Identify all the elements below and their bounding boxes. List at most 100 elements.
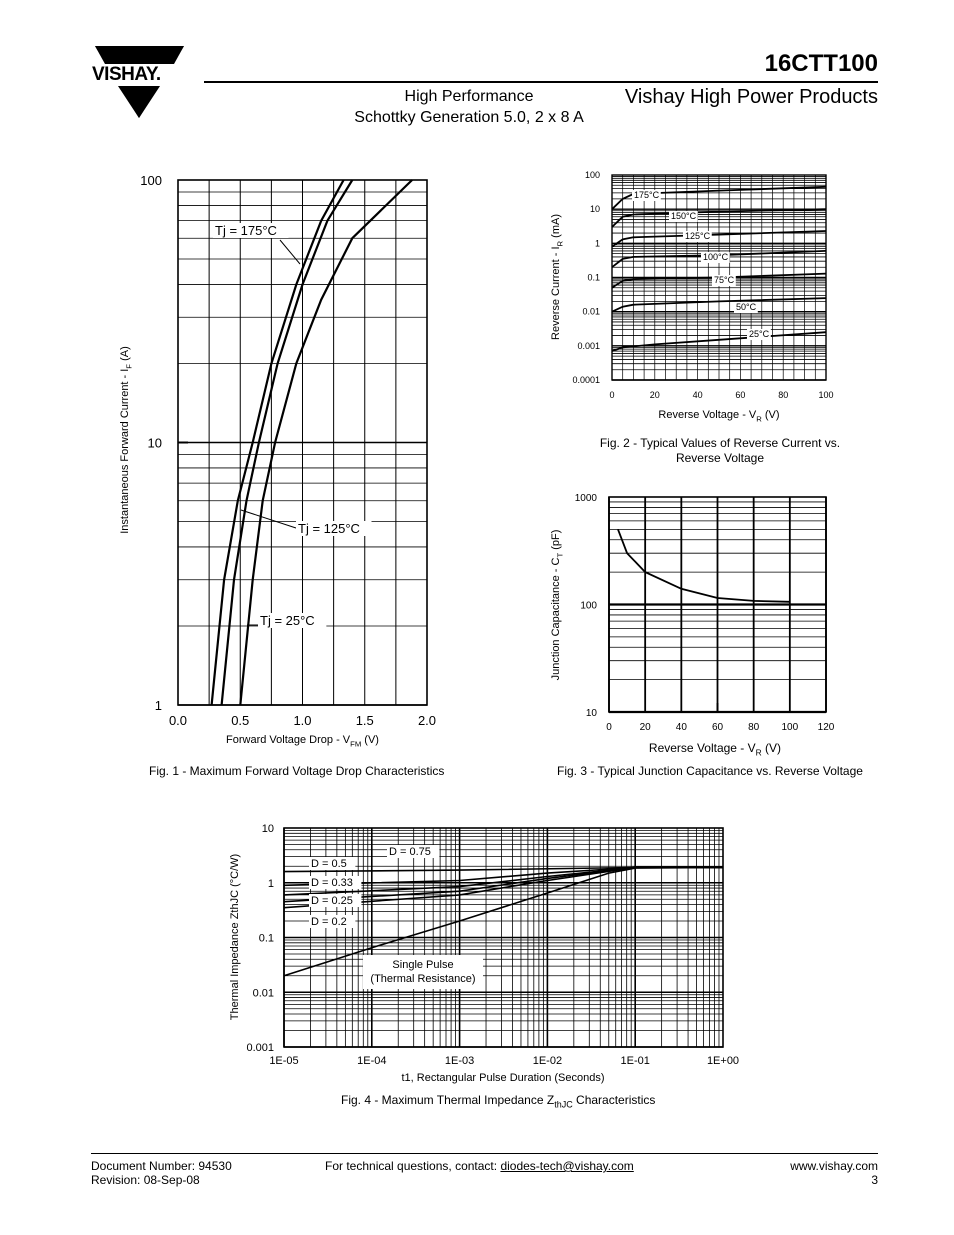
plot-frame bbox=[283, 827, 724, 1048]
series-line bbox=[611, 230, 827, 248]
label-d033-bg bbox=[309, 876, 362, 889]
y-tick-label: 10 bbox=[586, 708, 598, 719]
x-axis-label: Reverse Voltage - VR (V) bbox=[649, 741, 781, 758]
series-label: 75°C bbox=[714, 275, 735, 285]
single-pulse-label: Single Pulse bbox=[392, 959, 453, 971]
label-d075-bg bbox=[387, 845, 440, 858]
series-line bbox=[617, 529, 790, 603]
y-axis-label: Thermal Impedance ZthJC (°C/W) bbox=[229, 854, 241, 1020]
doc-number: Document Number: 94530 bbox=[91, 1159, 232, 1173]
x-tick-label: 100 bbox=[781, 722, 798, 733]
x-tick-label: 40 bbox=[693, 390, 703, 400]
leader-line bbox=[279, 239, 301, 265]
annotation-tj175-bg bbox=[213, 223, 289, 238]
fig1-chart: 0.0 0.5 1.0 1.5 2.0 1 10 100 Forward Voltage Dro… bbox=[119, 173, 436, 748]
contact-email-link[interactable]: diodes-tech@vishay.com bbox=[500, 1159, 634, 1173]
label-d02-bg bbox=[309, 915, 356, 928]
y-tick-label: 1 bbox=[268, 878, 274, 890]
annotation-tj175: Tj = 175°C bbox=[215, 223, 277, 238]
fig4-chart: 1E-05 1E-04 1E-03 1E-02 1E-01 1E+00 0.001 0.01 0… bbox=[229, 823, 739, 1084]
fig2-caption: Fig. 2 - Typical Values of Reverse Curre… bbox=[560, 436, 880, 466]
label-d025: D = 0.25 bbox=[311, 895, 353, 907]
series-label: 150°C bbox=[671, 211, 697, 221]
x-tick-label: 20 bbox=[650, 390, 660, 400]
series-label: 50°C bbox=[736, 302, 757, 312]
footer-contact: For technical questions, contact: diodes… bbox=[325, 1159, 634, 1173]
single-pulse-label-2: (Thermal Resistance) bbox=[370, 973, 475, 985]
x-tick-label: 0 bbox=[609, 390, 614, 400]
single-pulse-bg bbox=[363, 955, 483, 989]
fig2-caption-line1: Fig. 2 - Typical Values of Reverse Curre… bbox=[599, 436, 841, 450]
fig4-caption-main: Fig. 4 - Maximum Thermal Impedance Z bbox=[341, 1093, 555, 1107]
series-label: 175°C bbox=[634, 190, 660, 200]
x-axis-label: Reverse Voltage - VR (V) bbox=[658, 409, 779, 423]
series-line bbox=[239, 179, 413, 706]
series-line bbox=[220, 179, 354, 706]
label-d025-bg bbox=[309, 894, 362, 907]
x-tick-label: 80 bbox=[748, 722, 760, 733]
y-tick-label: 0.001 bbox=[246, 1042, 274, 1054]
brand-line: Vishay High Power Products bbox=[624, 86, 878, 108]
y-tick-label: 100 bbox=[140, 173, 162, 188]
series-label-bg bbox=[669, 211, 698, 222]
vishay-logo bbox=[92, 46, 188, 118]
x-tick-label: 1E-05 bbox=[269, 1055, 298, 1067]
series-label-bg bbox=[683, 231, 712, 242]
series-label-bg bbox=[701, 252, 730, 263]
leader-line bbox=[240, 509, 297, 529]
fig1-caption: Fig. 1 - Maximum Forward Voltage Drop Ch… bbox=[149, 764, 445, 778]
x-tick-label: 0.5 bbox=[231, 713, 249, 728]
y-tick-label: 0.01 bbox=[582, 307, 600, 317]
y-axis-label: Reverse Current - IR (mA) bbox=[550, 214, 564, 340]
x-tick-label: 1E-03 bbox=[445, 1055, 474, 1067]
revision: Revision: 08-Sep-08 bbox=[91, 1173, 200, 1187]
x-tick-label: 60 bbox=[735, 390, 745, 400]
series-line bbox=[611, 208, 827, 228]
y-tick-label: 1000 bbox=[575, 493, 598, 504]
x-tick-label: 0 bbox=[606, 722, 612, 733]
footer-left: Document Number: 94530 Revision: 08-Sep-… bbox=[91, 1159, 232, 1187]
fig4-caption: Fig. 4 - Maximum Thermal Impedance ZthJC… bbox=[341, 1093, 655, 1109]
fig3-caption: Fig. 3 - Typical Junction Capacitance vs… bbox=[557, 764, 863, 778]
y-tick-label: 1 bbox=[595, 238, 600, 248]
series-label: 100°C bbox=[703, 252, 729, 262]
series-line bbox=[611, 297, 827, 313]
y-axis-label: Instantaneous Forward Current - IF (A) bbox=[119, 346, 133, 534]
footer-rule bbox=[91, 1153, 878, 1154]
label-d075: D = 0.75 bbox=[389, 846, 431, 858]
label-d05: D = 0.5 bbox=[311, 858, 347, 870]
y-axis-label: Junction Capacitance - CT (pF) bbox=[550, 530, 564, 681]
series-line bbox=[210, 179, 345, 706]
contact-prefix: For technical questions, contact: bbox=[325, 1159, 501, 1173]
subtitle: High Performance Schottky Generation 5.0… bbox=[322, 86, 616, 128]
x-tick-label: 1E-04 bbox=[357, 1055, 386, 1067]
fig4-caption-end: Characteristics bbox=[572, 1093, 656, 1107]
subtitle-line1: High Performance bbox=[404, 88, 534, 105]
fig4-caption-sub: thJC bbox=[554, 1099, 573, 1110]
x-tick-label: 1E-01 bbox=[621, 1055, 650, 1067]
annotation-tj25: Tj = 25°C bbox=[260, 613, 315, 628]
series-line bbox=[611, 272, 827, 289]
label-d05-bg bbox=[309, 857, 356, 870]
page-number: 3 bbox=[871, 1173, 878, 1187]
fig2-caption-line2: Reverse Voltage bbox=[675, 451, 765, 465]
x-tick-label: 60 bbox=[712, 722, 724, 733]
y-tick-label: 1 bbox=[155, 698, 162, 713]
series-label: 25°C bbox=[749, 329, 770, 339]
x-tick-label: 1.5 bbox=[356, 713, 374, 728]
website-link[interactable]: www.vishay.com bbox=[790, 1159, 878, 1173]
x-tick-label: 100 bbox=[818, 390, 833, 400]
annotation-tj25-bg bbox=[258, 613, 327, 628]
label-d02: D = 0.2 bbox=[311, 916, 347, 928]
y-tick-label: 0.001 bbox=[577, 341, 600, 351]
part-number: 16CTT100 bbox=[764, 50, 878, 77]
y-tick-label: 100 bbox=[585, 170, 600, 180]
series-line bbox=[611, 250, 827, 268]
fig3-chart: 0 20 40 60 80 100 120 10 100 1000 Reverse Voltage … bbox=[550, 493, 835, 758]
x-tick-label: 120 bbox=[818, 722, 835, 733]
y-tick-label: 10 bbox=[590, 204, 600, 214]
series-label-bg bbox=[632, 190, 661, 201]
y-tick-label: 0.01 bbox=[253, 987, 274, 999]
x-tick-label: 80 bbox=[778, 390, 788, 400]
y-tick-label: 0.0001 bbox=[572, 375, 600, 385]
